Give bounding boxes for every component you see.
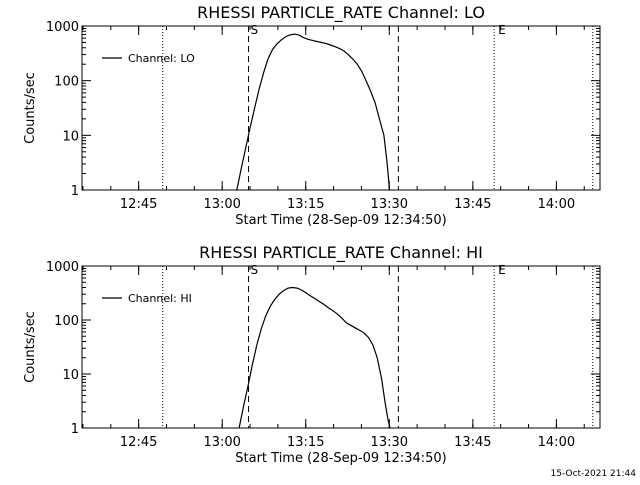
x-tick-label: 13:00 xyxy=(203,435,240,450)
y-axis-label: Counts/sec xyxy=(23,311,38,383)
series-line xyxy=(238,286,391,428)
y-tick-label: 10 xyxy=(62,368,79,383)
x-tick-label: 12:45 xyxy=(120,435,157,450)
x-tick-label: 13:00 xyxy=(203,197,240,212)
y-tick-label: 10 xyxy=(62,129,79,144)
legend-label: Channel: HI xyxy=(128,292,192,305)
x-axis-label: Start Time (28-Sep-09 12:34:50) xyxy=(235,451,446,466)
series-line xyxy=(236,33,391,190)
x-tick-label: 13:45 xyxy=(454,435,491,450)
chart-title: RHESSI PARTICLE_RATE Channel: HI xyxy=(199,243,483,263)
x-tick-label: 13:45 xyxy=(454,197,491,212)
y-axis-label: Counts/sec xyxy=(23,72,38,144)
y-tick-label: 1 xyxy=(71,184,79,199)
x-tick-label: 13:30 xyxy=(371,197,408,212)
x-axis-label: Start Time (28-Sep-09 12:34:50) xyxy=(235,213,446,228)
y-tick-label: 100 xyxy=(54,314,79,329)
panel-lo: RHESSI PARTICLE_RATE Channel: LO 1 10 100 10… xyxy=(23,3,601,228)
x-tick-label: 13:15 xyxy=(287,197,324,212)
y-tick-label: 1000 xyxy=(46,260,79,275)
y-tick-label: 1000 xyxy=(46,20,79,35)
x-tick-label: 13:30 xyxy=(371,435,408,450)
y-tick-label: 100 xyxy=(54,75,79,90)
x-tick-label: 13:15 xyxy=(287,435,324,450)
marker-label-end: E xyxy=(498,263,506,277)
timestamp: 15-Oct-2021 21:44 xyxy=(551,469,637,479)
plot-frame xyxy=(81,25,601,191)
x-tick-label: 14:00 xyxy=(538,435,575,450)
panel-hi: RHESSI PARTICLE_RATE Channel: HI 1 10 100 10… xyxy=(23,243,601,466)
y-tick-label: 1 xyxy=(71,422,79,437)
x-tick-label: 12:45 xyxy=(120,197,157,212)
legend-label: Channel: LO xyxy=(128,52,195,65)
marker-label-start: S xyxy=(251,263,259,277)
chart-title: RHESSI PARTICLE_RATE Channel: LO xyxy=(197,3,485,23)
plot-frame xyxy=(81,265,601,429)
x-tick-label: 14:00 xyxy=(538,197,575,212)
marker-label-end: E xyxy=(498,23,506,37)
marker-label-start: S xyxy=(251,23,259,37)
